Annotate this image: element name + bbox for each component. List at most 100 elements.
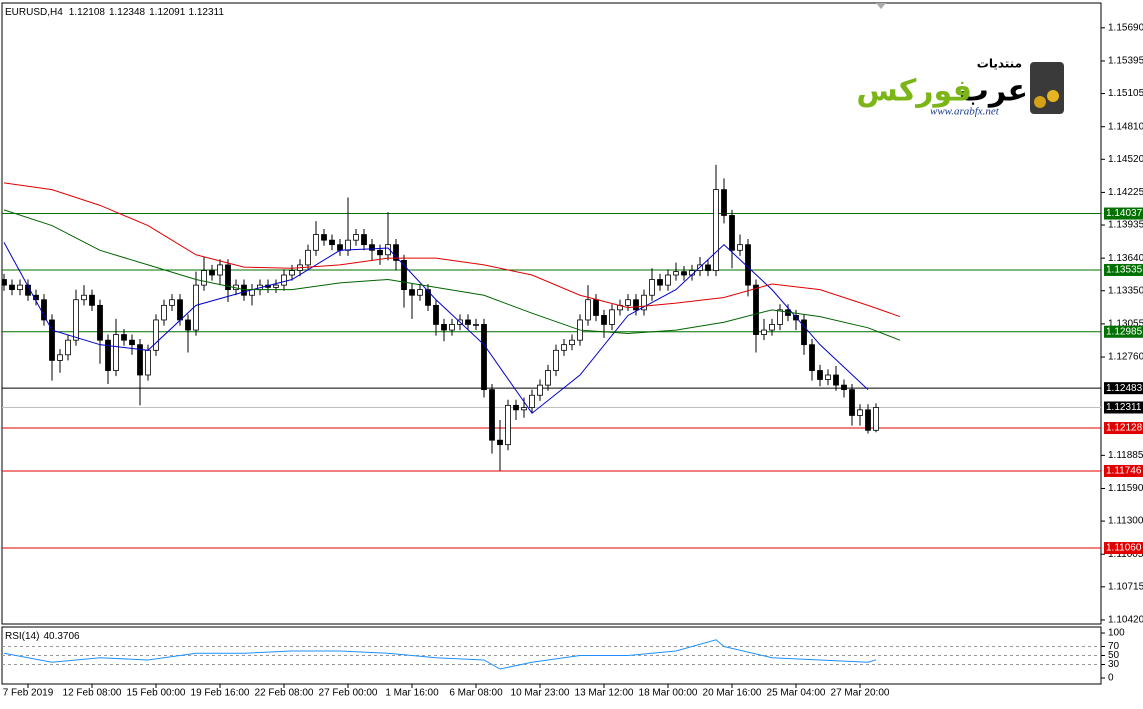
candle-body — [377, 249, 383, 256]
logo-brand-1: عرب — [959, 74, 1028, 109]
candle-body — [473, 324, 479, 326]
candle-body — [673, 271, 679, 276]
level-box — [1104, 263, 1143, 276]
x-tick-label: 15 Feb 00:00 — [127, 688, 186, 699]
symbol: EURUSD,H4 — [5, 7, 63, 18]
candle-body — [57, 354, 63, 361]
candle-body — [569, 339, 575, 346]
level-box — [1104, 325, 1143, 338]
candle-body — [545, 370, 551, 386]
candles — [2, 164, 901, 471]
candle-body — [49, 319, 55, 361]
candle-body — [145, 349, 151, 376]
candle-body — [337, 244, 343, 251]
candle-body — [345, 239, 351, 251]
logo-coin — [1047, 90, 1059, 102]
candle-body — [289, 270, 295, 276]
x-tick-label: 27 Feb 00:00 — [319, 688, 378, 699]
x-tick-label: 6 Mar 08:00 — [449, 688, 503, 699]
x-tick-label: 19 Feb 16:00 — [191, 688, 250, 699]
rsi-line — [3, 639, 877, 670]
candle-body — [593, 299, 599, 316]
y-tick-label: 1.14810 — [1108, 121, 1143, 132]
candle-body — [761, 329, 767, 335]
y-tick-label: 1.13640 — [1108, 253, 1143, 264]
candle-body — [17, 284, 23, 291]
rsi-tick-label: 70 — [1108, 641, 1120, 652]
candle-body — [441, 324, 447, 331]
level-box — [1104, 382, 1143, 395]
candle-body — [449, 324, 455, 331]
candle-body — [633, 299, 639, 311]
candle-body — [353, 234, 359, 241]
level-label: 1.11746 — [1106, 466, 1142, 477]
candle-body — [385, 244, 391, 256]
level-box — [1104, 422, 1143, 435]
candle-body — [841, 384, 847, 391]
candle-body — [729, 215, 735, 251]
level-box — [1104, 464, 1143, 477]
header-high: 1.12348 — [109, 7, 146, 18]
candle-body — [241, 284, 247, 296]
candle-body — [649, 279, 655, 296]
candle-body — [361, 234, 367, 246]
candle-body — [497, 439, 503, 446]
candle-body — [393, 244, 399, 261]
logo-icon — [1030, 62, 1064, 114]
candle-body — [9, 284, 15, 291]
candle-body — [281, 274, 287, 286]
level-label: 1.13535 — [1106, 265, 1143, 276]
candle-body — [857, 409, 863, 416]
candle-body — [209, 270, 215, 276]
candle-body — [769, 324, 775, 331]
y-tick-label: 1.11885 — [1108, 450, 1143, 461]
candle-body — [225, 264, 231, 291]
candle-body — [129, 339, 135, 346]
candle-body — [801, 319, 807, 346]
candle-body — [713, 189, 719, 271]
candle-body — [817, 370, 823, 380]
candle-body — [681, 271, 687, 276]
x-tick-label: 7 Feb 2019 — [3, 688, 54, 699]
rsi-tick-label: 30 — [1108, 659, 1120, 670]
candle-body — [489, 389, 495, 441]
candle-body — [369, 244, 375, 251]
candle-body — [97, 304, 103, 341]
candle-body — [401, 260, 407, 291]
y-tick-label: 1.13935 — [1108, 220, 1143, 231]
candle-body — [137, 344, 143, 376]
main-frame — [1, 2, 1102, 625]
rsi-tick-label: 100 — [1108, 628, 1125, 639]
candle-body — [721, 189, 727, 216]
y-tick-label: 1.15395 — [1108, 56, 1143, 67]
candle-body — [865, 409, 871, 431]
header-close: 1.12311 — [189, 7, 225, 18]
chart-header: EURUSD,H4 1.12108 1.12348 1.12091 1.12311 — [5, 7, 224, 18]
candle-body — [113, 334, 119, 371]
candle-body — [65, 339, 71, 356]
logo-url: www.arabfx.net — [930, 106, 1000, 118]
candle-body — [417, 289, 423, 296]
candle-body — [425, 289, 431, 306]
moving-average — [3, 242, 869, 414]
level-label: 1.11060 — [1106, 543, 1142, 554]
candle-body — [2, 279, 7, 286]
candle-body — [777, 309, 783, 325]
candle-body — [273, 284, 279, 288]
candle-body — [737, 244, 743, 251]
logo: منتديات عرب فوركس www.arabfx.net — [856, 57, 1064, 118]
y-tick-label: 1.11590 — [1108, 483, 1143, 494]
x-tick-label: 27 Mar 20:00 — [831, 688, 890, 699]
candle-body — [153, 319, 159, 351]
candle-body — [537, 384, 543, 396]
candle-body — [305, 249, 311, 266]
candle-body — [609, 309, 615, 325]
rsi-tick-label: 0 — [1108, 673, 1114, 684]
y-tick-label: 1.13055 — [1108, 319, 1143, 330]
x-tick-label: 1 Mar 16:00 — [385, 688, 439, 699]
header-low: 1.12091 — [149, 7, 186, 18]
scroll-marker — [876, 3, 886, 9]
candle-body — [585, 299, 591, 321]
candle-body — [833, 374, 839, 386]
